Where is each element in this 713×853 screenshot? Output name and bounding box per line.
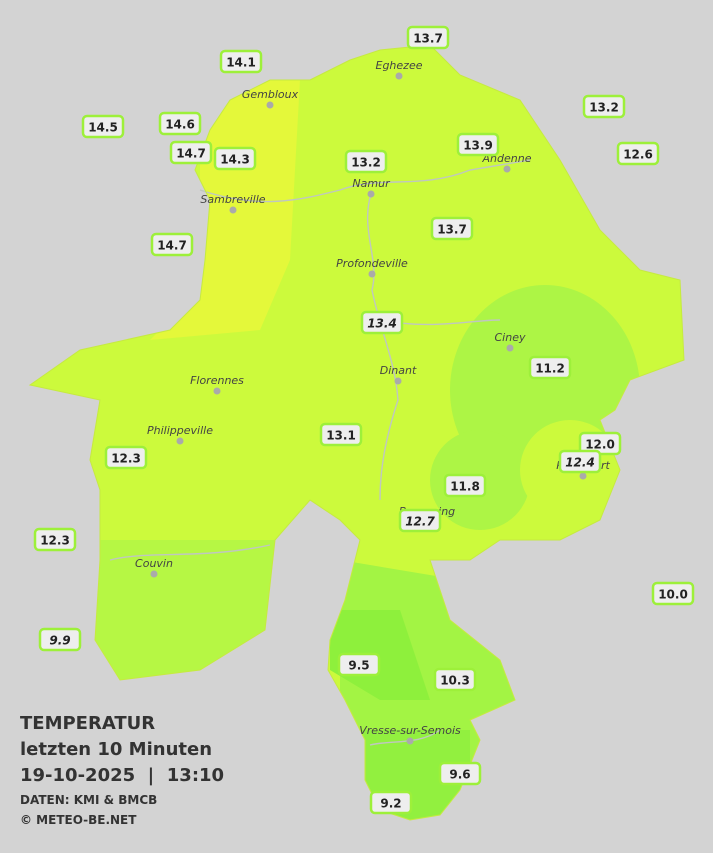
station-value: 9.9 (49, 634, 70, 648)
station-box (398, 508, 442, 533)
station-box (38, 627, 82, 652)
station-box (406, 25, 450, 50)
station-value: 12.3 (40, 534, 70, 548)
station-box (360, 310, 404, 335)
station-box (169, 140, 213, 165)
city-dot (229, 206, 237, 214)
city-dot (367, 190, 375, 198)
station-box (433, 667, 477, 692)
station-box (558, 449, 602, 474)
station-box (456, 132, 500, 157)
rivers (109, 159, 531, 746)
station-value: 12.0 (585, 438, 615, 452)
station-box (150, 232, 194, 257)
station-value: 14.1 (226, 56, 256, 70)
city-dot (266, 101, 274, 109)
station-value: 14.7 (176, 147, 206, 161)
timestamp: 19-10-2025 | 13:10 (20, 765, 224, 786)
station-box (213, 146, 257, 171)
station-value: 13.4 (367, 317, 397, 331)
city-label: Florennes (190, 374, 244, 387)
station-box (443, 473, 487, 498)
city-label: Couvin (135, 557, 173, 570)
station-box (219, 49, 263, 74)
station-value: 9.6 (449, 768, 470, 782)
station-box (319, 422, 363, 447)
station-box (33, 527, 77, 552)
city-dot (406, 737, 414, 745)
city-dot (368, 270, 376, 278)
station-value: 9.5 (348, 659, 369, 673)
station-value: 14.5 (88, 121, 118, 135)
city-label: Sambreville (200, 193, 265, 206)
station-box (344, 149, 388, 174)
station-box (369, 790, 413, 815)
station-value: 13.7 (413, 32, 443, 46)
city-dot (395, 72, 403, 80)
station-value: 12.7 (405, 515, 435, 529)
city-dot (503, 165, 511, 173)
station-box (430, 216, 474, 241)
station-value: 9.2 (380, 797, 401, 811)
station-value: 12.3 (111, 452, 141, 466)
city-dot (506, 344, 514, 352)
station-box (158, 111, 202, 136)
city-dot (213, 387, 221, 395)
subtitle: letzten 10 Minuten (20, 739, 212, 760)
station-value: 13.9 (463, 139, 493, 153)
station-value: 10.3 (440, 674, 470, 688)
station-value: 13.2 (589, 101, 619, 115)
station-box (337, 652, 381, 677)
city-label: Gembloux (242, 88, 299, 101)
station-value: 14.7 (157, 239, 187, 253)
city-dot (394, 377, 402, 385)
station-value: 12.6 (623, 148, 653, 162)
city-dot (579, 472, 587, 480)
city-label: Vresse-sur-Semois (359, 724, 461, 737)
station-box (104, 445, 148, 470)
station-value: 13.2 (351, 156, 381, 170)
station-box (438, 761, 482, 786)
source: DATEN: KMI & BMCB (20, 793, 157, 807)
city-label: Philippeville (147, 424, 213, 437)
station-value: 13.1 (326, 429, 356, 443)
station-value: 14.3 (220, 153, 250, 167)
city-label: Dinant (380, 364, 417, 377)
copyright: © METEO-BE.NET (20, 813, 137, 827)
city-label: Ciney (495, 331, 526, 344)
city-dot (150, 570, 158, 578)
station-value: 12.4 (565, 456, 595, 470)
station-value: 11.8 (450, 480, 480, 494)
title: TEMPERATUR (20, 713, 155, 734)
station-value: 14.6 (165, 118, 195, 132)
station-box (81, 114, 125, 139)
station-box (651, 581, 695, 606)
station-box (616, 141, 660, 166)
city-label: Eghezee (376, 59, 423, 72)
city-label: Namur (352, 177, 391, 190)
station-box (528, 355, 572, 380)
station-value: 11.2 (535, 362, 565, 376)
city-dot (176, 437, 184, 445)
station-value: 10.0 (658, 588, 688, 602)
city-label: Profondeville (336, 257, 408, 270)
station-box (582, 94, 626, 119)
station-value: 13.7 (437, 223, 467, 237)
